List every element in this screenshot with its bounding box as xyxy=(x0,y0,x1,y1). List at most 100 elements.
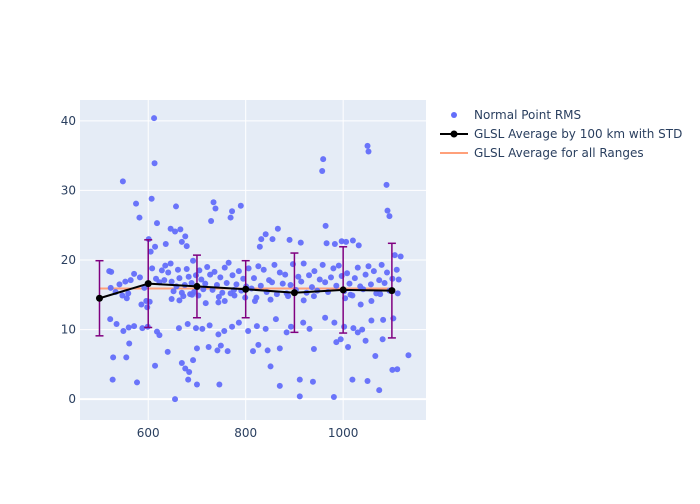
scatter-point xyxy=(198,276,205,283)
scatter-point xyxy=(144,304,151,311)
scatter-point xyxy=(224,348,231,355)
scatter-point xyxy=(327,274,334,281)
scatter-point xyxy=(335,262,342,269)
scatter-point xyxy=(229,208,236,215)
scatter-point xyxy=(127,277,134,284)
scatter-point xyxy=(391,252,398,259)
scatter-point xyxy=(156,332,163,339)
scatter-point xyxy=(296,376,303,383)
scatter-point xyxy=(186,369,193,375)
scatter-point xyxy=(152,362,159,369)
scatter-point xyxy=(167,225,174,232)
scatter-point xyxy=(172,396,179,403)
legend-symbol-scatter xyxy=(451,112,457,118)
scatter-point xyxy=(359,326,366,333)
scatter-point xyxy=(192,325,199,332)
scatter-point xyxy=(276,382,283,389)
scatter-point xyxy=(183,266,190,273)
scatter-point xyxy=(167,260,174,267)
scatter-point xyxy=(122,278,129,285)
scatter-point xyxy=(113,321,120,327)
scatter-point xyxy=(240,275,247,282)
scatter-point xyxy=(148,195,155,202)
scatter-point xyxy=(264,347,271,354)
scatter-point xyxy=(136,274,143,281)
scatter-point xyxy=(147,248,154,255)
scatter-point xyxy=(271,261,278,268)
scatter-point xyxy=(162,262,169,269)
scatter-point xyxy=(196,267,203,274)
scatter-point xyxy=(362,337,369,344)
scatter-point xyxy=(139,325,146,332)
scatter-point xyxy=(119,178,126,185)
scatter-point xyxy=(172,228,179,235)
scatter-point xyxy=(386,213,393,220)
scatter-point xyxy=(319,167,326,174)
scatter-point xyxy=(125,324,132,331)
scatter-point xyxy=(308,284,315,291)
scatter-point xyxy=(126,340,133,347)
scatter-point xyxy=(349,237,356,244)
average-point xyxy=(95,294,103,302)
legend-label: GLSL Average by 100 km with STD xyxy=(474,127,682,141)
scatter-point xyxy=(379,336,386,343)
scatter-point xyxy=(176,275,183,282)
scatter-point xyxy=(256,243,263,250)
scatter-point xyxy=(354,329,361,336)
legend-label: GLSL Average for all Ranges xyxy=(474,146,644,160)
average-series xyxy=(95,280,396,302)
scatter-point xyxy=(330,265,337,272)
scatter-point xyxy=(389,366,396,373)
x-tick-label: 1000 xyxy=(328,426,359,440)
scatter-point xyxy=(168,295,175,302)
scatter-point xyxy=(282,271,289,278)
y-tick-label: 10 xyxy=(61,323,76,337)
y-tick-label: 20 xyxy=(61,253,76,267)
average-point xyxy=(193,282,201,290)
scatter-point xyxy=(185,376,192,383)
scatter-point xyxy=(269,279,276,286)
scatter-point xyxy=(178,359,185,366)
scatter-point xyxy=(333,339,340,346)
scatter-point xyxy=(141,284,148,291)
scatter-point xyxy=(164,348,171,355)
scatter-point xyxy=(257,282,264,289)
scatter-series xyxy=(106,115,412,403)
scatter-point xyxy=(184,321,191,327)
scatter-point xyxy=(337,336,344,343)
scatter-point xyxy=(300,260,307,267)
scatter-point xyxy=(151,115,158,122)
scatter-point xyxy=(190,257,197,264)
scatter-point xyxy=(319,261,326,268)
scatter-point xyxy=(287,282,294,289)
scatter-point xyxy=(131,270,138,277)
scatter-point xyxy=(215,293,222,300)
scatter-point xyxy=(217,342,224,349)
scatter-point xyxy=(219,289,226,296)
scatter-point xyxy=(267,363,274,370)
scatter-point xyxy=(183,243,190,250)
scatter-point xyxy=(237,202,244,209)
scatter-point xyxy=(173,203,180,210)
scatter-point xyxy=(347,291,354,298)
y-tick-label: 30 xyxy=(61,183,76,197)
scatter-point xyxy=(283,329,290,336)
scatter-point xyxy=(258,236,265,243)
scatter-point xyxy=(110,354,117,361)
scatter-point xyxy=(376,387,383,394)
scatter-point xyxy=(345,343,352,350)
scatter-point xyxy=(377,291,384,298)
scatter-point xyxy=(223,279,230,286)
scatter-point xyxy=(322,222,329,229)
scatter-point xyxy=(211,268,218,275)
scatter-point xyxy=(395,276,402,283)
scatter-point xyxy=(250,275,257,282)
scatter-point xyxy=(193,381,200,388)
scatter-point xyxy=(123,295,130,302)
scatter-point xyxy=(394,290,401,297)
scatter-point xyxy=(355,242,362,249)
y-tick-label: 0 xyxy=(68,392,76,406)
scatter-point xyxy=(276,345,283,352)
legend-label: Normal Point RMS xyxy=(474,108,581,122)
